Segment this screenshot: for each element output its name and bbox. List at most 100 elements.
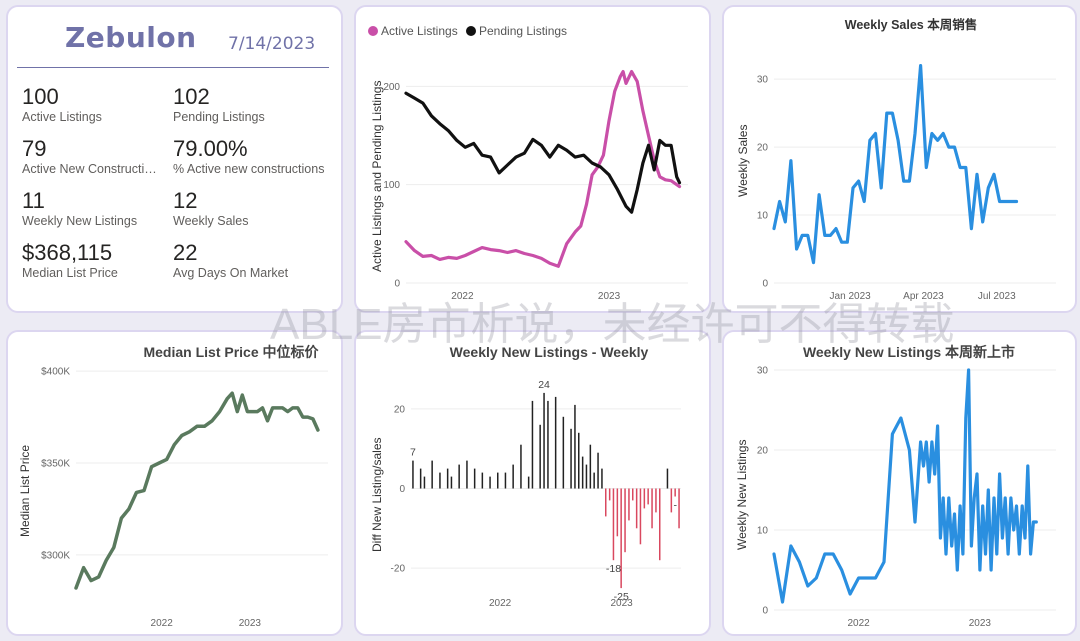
bar bbox=[659, 488, 661, 561]
weekly-new-listings-chart: Weekly New Listings 本周新上市 Weekly New Lis… bbox=[735, 344, 1056, 629]
bar bbox=[593, 472, 595, 489]
bar bbox=[624, 488, 626, 553]
chart-title: Weekly Sales 本周销售 bbox=[845, 17, 977, 32]
weekly-new-listings-chart-card: Weekly New Listings 本周新上市 Weekly New Lis… bbox=[722, 330, 1077, 636]
bar bbox=[608, 488, 611, 501]
y-tick-label: 0 bbox=[762, 279, 768, 290]
bar bbox=[450, 476, 453, 489]
y-axis-label: Weekly Sales bbox=[736, 125, 750, 197]
data-label: - bbox=[673, 499, 677, 511]
y-axis-label: Active Listings and Pending Listings bbox=[370, 81, 384, 272]
divider bbox=[17, 67, 329, 68]
bar bbox=[616, 488, 619, 537]
bar bbox=[639, 488, 642, 545]
x-tick-label: 2022 bbox=[489, 598, 512, 609]
kpi-label: Avg Days On Market bbox=[173, 266, 289, 280]
legend-active-marker bbox=[368, 26, 378, 36]
y-tick-label: 0 bbox=[762, 606, 768, 617]
bar bbox=[655, 488, 657, 513]
y-axis-label: Median List Price bbox=[18, 445, 32, 537]
bar bbox=[497, 472, 499, 489]
bar bbox=[481, 472, 484, 489]
median-list-price-chart: Median List Price 中位标价 Median List Price… bbox=[18, 344, 328, 629]
bar bbox=[628, 488, 630, 521]
x-tick-label: 2023 bbox=[969, 618, 992, 629]
y-tick-label: 10 bbox=[757, 526, 769, 537]
legend-pending-label: Pending Listings bbox=[479, 24, 567, 38]
bar bbox=[446, 468, 449, 489]
bar bbox=[670, 488, 673, 513]
bar bbox=[466, 460, 468, 489]
diff-new-listings-chart-card: Weekly New Listings - Weekly Diff New Li… bbox=[354, 330, 711, 636]
y-tick-label: $400K bbox=[41, 367, 70, 378]
x-tick-label: 2022 bbox=[151, 618, 174, 629]
bar bbox=[597, 452, 599, 489]
bar bbox=[605, 488, 607, 517]
data-label: 24 bbox=[538, 379, 550, 391]
legend-pending-marker bbox=[466, 26, 476, 36]
series-line-active-listings bbox=[404, 69, 682, 268]
chart-title: Weekly New Listings 本周新上市 bbox=[803, 344, 1015, 360]
bar bbox=[612, 488, 615, 561]
kpi-value: 100 bbox=[22, 84, 59, 109]
active-pending-chart: Active Listings Pending Listings Active … bbox=[368, 24, 688, 302]
kpi-weekly-new-listings: 11 Weekly New Listings bbox=[22, 188, 172, 229]
bar bbox=[574, 404, 576, 489]
legend-active-label: Active Listings bbox=[381, 24, 458, 38]
kpi-active-new-construction: 79 Active New Construction bbox=[22, 136, 158, 177]
y-tick-label: -20 bbox=[391, 564, 406, 575]
active-pending-chart-card: Active Listings Pending Listings Active … bbox=[354, 5, 711, 313]
bar bbox=[578, 432, 580, 489]
kpi-pct-new-construction: 79.00% % Active new constructions bbox=[173, 136, 338, 177]
kpi-label: Active Listings bbox=[22, 110, 102, 124]
kpi-card: Zebulon 7/14/2023 100 Active Listings 10… bbox=[6, 5, 343, 313]
series-line-pending-listings bbox=[404, 91, 682, 214]
y-axis-label: Weekly New Listings bbox=[735, 440, 749, 550]
y-tick-label: 30 bbox=[757, 366, 769, 377]
kpi-value: 79.00% bbox=[173, 136, 248, 161]
city-title: Zebulon bbox=[65, 21, 197, 54]
data-label: -25 bbox=[614, 591, 629, 603]
bar bbox=[632, 488, 634, 501]
kpi-pending-listings: 102 Pending Listings bbox=[173, 84, 323, 125]
bar bbox=[512, 464, 514, 489]
bar bbox=[504, 472, 507, 489]
series-line-weekly-sales bbox=[772, 63, 1019, 265]
y-tick-label: 0 bbox=[394, 279, 400, 290]
kpi-label: % Active new constructions bbox=[173, 162, 325, 176]
bar bbox=[527, 476, 530, 489]
kpi-label: Weekly Sales bbox=[173, 214, 249, 228]
bar bbox=[581, 456, 584, 489]
bar bbox=[554, 396, 557, 489]
kpi-value: $368,115 bbox=[22, 240, 113, 265]
x-tick-label: 2022 bbox=[451, 291, 474, 302]
bar bbox=[539, 424, 541, 489]
bar bbox=[423, 476, 426, 489]
kpi-value: 22 bbox=[173, 240, 198, 265]
bar bbox=[674, 488, 676, 497]
data-label: -18 bbox=[606, 563, 621, 575]
bar bbox=[651, 488, 653, 529]
bar bbox=[520, 444, 522, 489]
y-tick-label: 30 bbox=[757, 75, 769, 86]
y-tick-label: 20 bbox=[757, 446, 769, 457]
kpi-value: 12 bbox=[173, 188, 198, 213]
bar bbox=[585, 464, 588, 489]
bar bbox=[547, 400, 549, 489]
kpi-value: 79 bbox=[22, 136, 47, 161]
y-tick-label: 100 bbox=[383, 180, 400, 191]
diff-new-listings-chart: Weekly New Listings - Weekly Diff New Li… bbox=[370, 344, 681, 609]
kpi-value: 102 bbox=[173, 84, 210, 109]
bar bbox=[431, 460, 433, 489]
bar bbox=[601, 468, 603, 489]
bar bbox=[473, 468, 476, 489]
kpi-value: 11 bbox=[22, 188, 45, 213]
y-tick-label: 10 bbox=[757, 211, 769, 222]
y-tick-label: $350K bbox=[41, 459, 70, 470]
data-label: 7 bbox=[410, 447, 416, 459]
kpi-label: Pending Listings bbox=[173, 110, 265, 124]
x-tick-label: Jul 2023 bbox=[978, 291, 1016, 302]
weekly-sales-chart-card: Weekly Sales 本周销售 Weekly Sales 0 10 20 30 Ja… bbox=[722, 5, 1077, 313]
x-tick-label: 2023 bbox=[610, 598, 633, 609]
bar bbox=[643, 488, 646, 509]
